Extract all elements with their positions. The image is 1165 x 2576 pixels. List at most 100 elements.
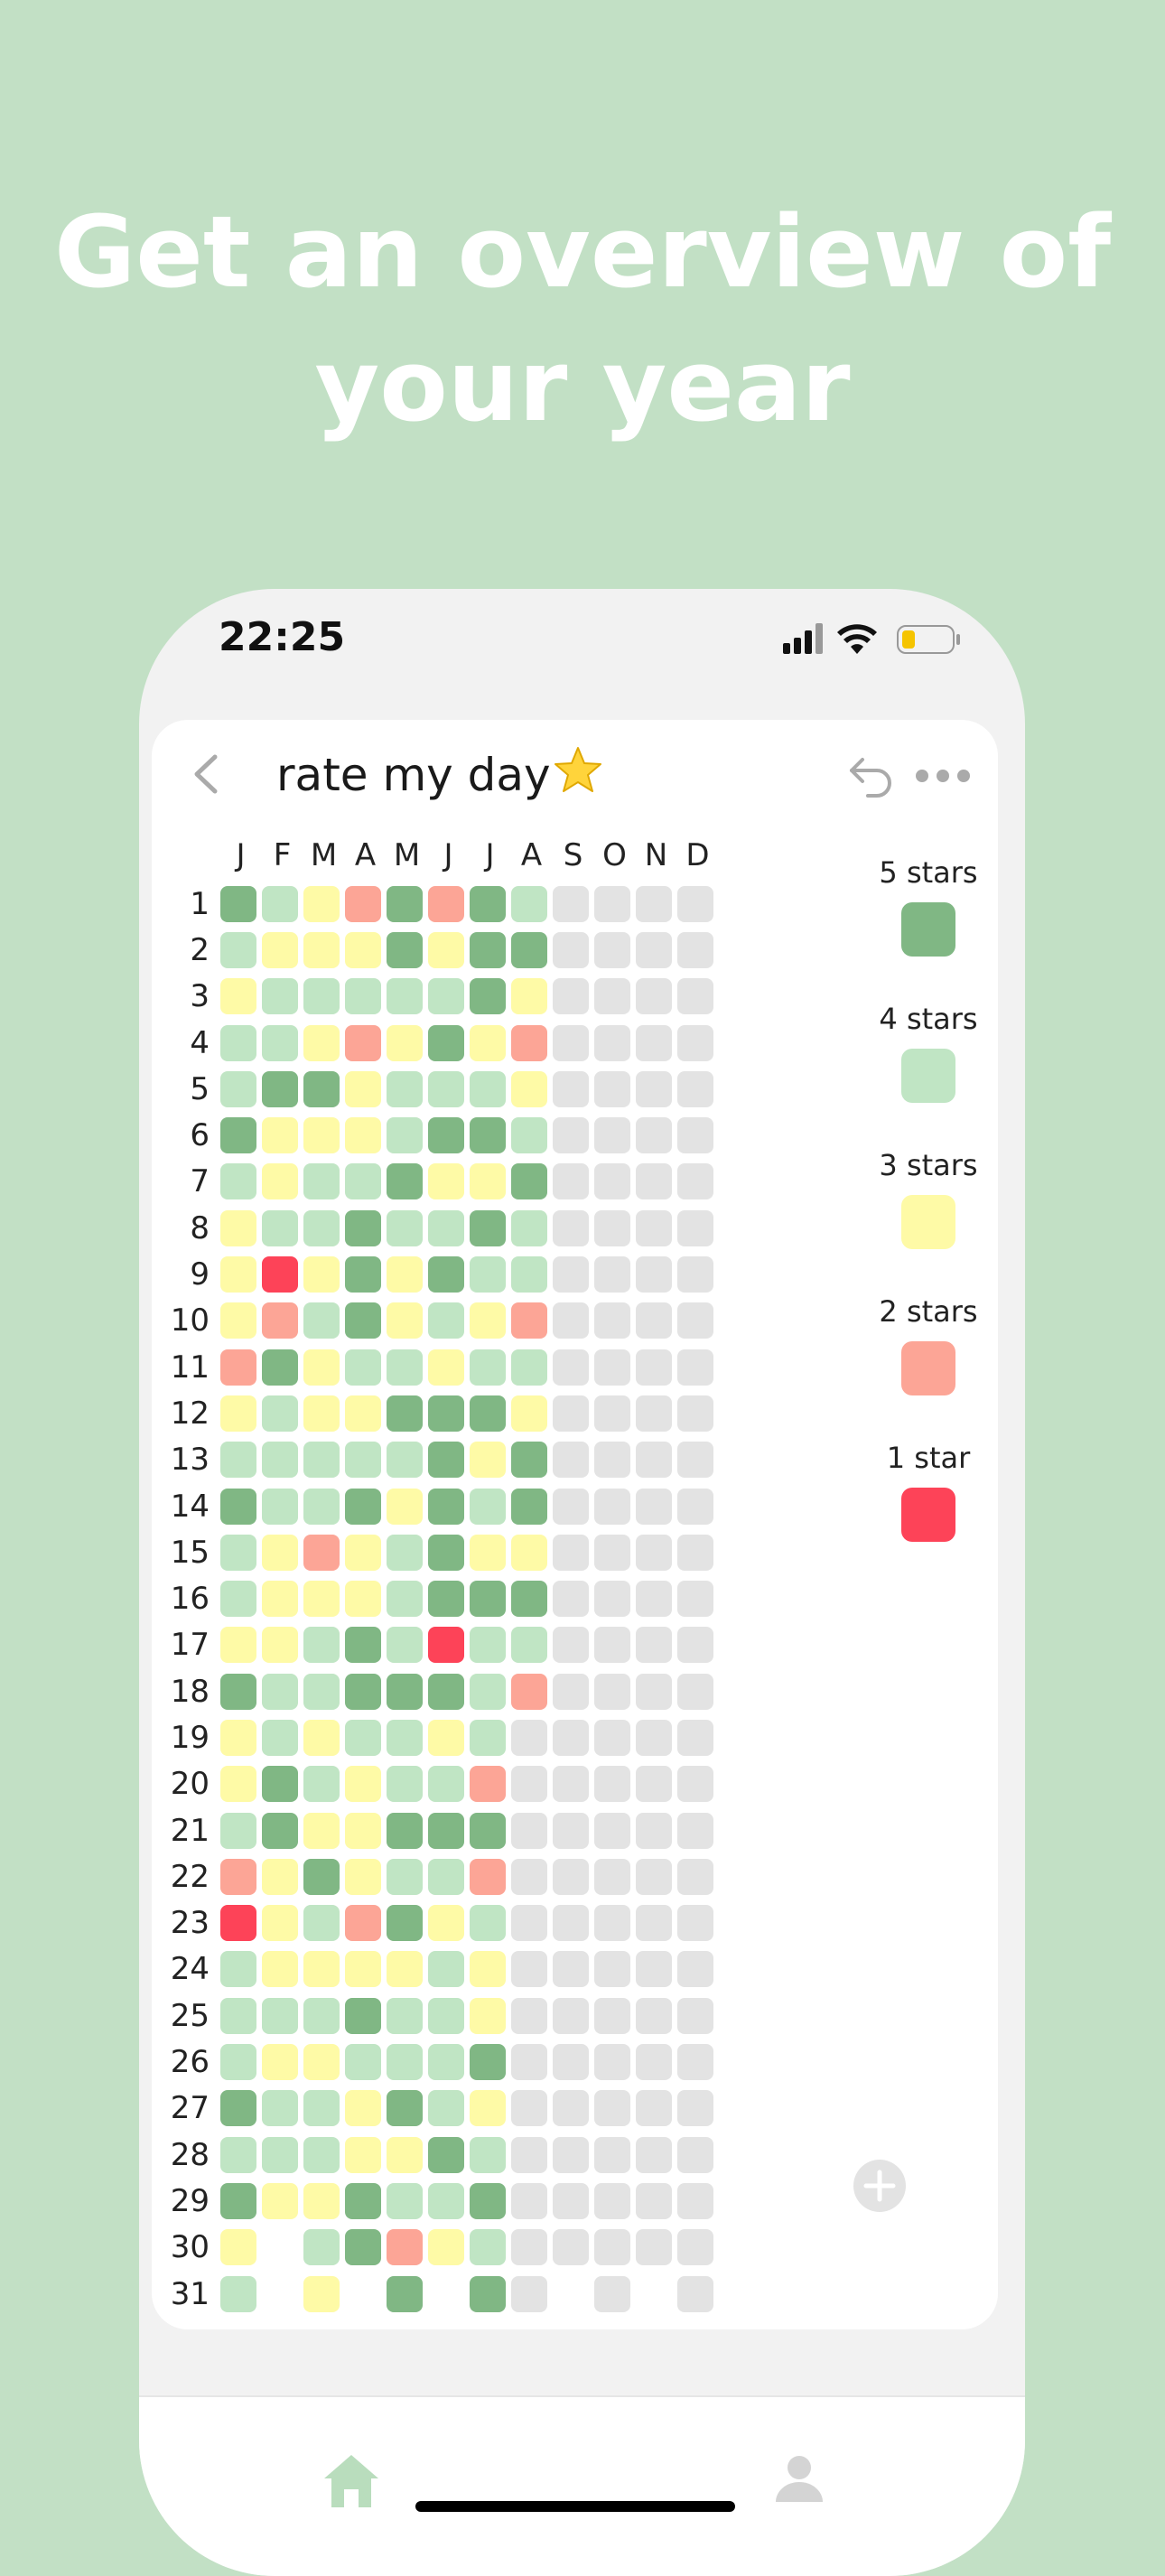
day-cell[interactable] [387, 1951, 423, 1988]
day-cell[interactable] [594, 1766, 630, 1803]
day-cell[interactable] [470, 1858, 506, 1895]
day-cell[interactable] [594, 1163, 630, 1200]
day-cell[interactable] [262, 1858, 298, 1895]
day-cell[interactable] [345, 1442, 381, 1479]
tab-profile[interactable] [774, 2453, 825, 2507]
day-cell[interactable] [387, 1395, 423, 1432]
day-cell[interactable] [511, 2275, 547, 2312]
day-cell[interactable] [636, 1858, 672, 1895]
day-cell[interactable] [470, 1581, 506, 1618]
day-cell[interactable] [553, 1766, 589, 1803]
day-cell[interactable] [511, 2182, 547, 2219]
day-cell[interactable] [594, 1673, 630, 1710]
day-cell[interactable] [636, 885, 672, 922]
day-cell[interactable] [220, 2090, 256, 2127]
day-cell[interactable] [345, 2090, 381, 2127]
day-cell[interactable] [677, 1302, 713, 1339]
day-cell[interactable] [220, 1997, 256, 2034]
day-cell[interactable] [470, 1024, 506, 1061]
day-cell[interactable] [677, 1627, 713, 1664]
day-cell[interactable] [262, 1905, 298, 1942]
day-cell[interactable] [677, 1070, 713, 1107]
day-cell[interactable] [303, 1349, 340, 1386]
day-cell[interactable] [220, 1442, 256, 1479]
day-cell[interactable] [303, 1117, 340, 1154]
day-cell[interactable] [303, 1442, 340, 1479]
day-cell[interactable] [677, 1024, 713, 1061]
day-cell[interactable] [262, 1024, 298, 1061]
day-cell[interactable] [594, 1581, 630, 1618]
day-cell[interactable] [303, 1070, 340, 1107]
day-cell[interactable] [428, 978, 464, 1015]
day-cell[interactable] [428, 1163, 464, 1200]
day-cell[interactable] [594, 931, 630, 968]
day-cell[interactable] [511, 1302, 547, 1339]
day-cell[interactable] [636, 1442, 672, 1479]
day-cell[interactable] [428, 1442, 464, 1479]
day-cell[interactable] [677, 1997, 713, 2034]
day-cell[interactable] [387, 1070, 423, 1107]
day-cell[interactable] [387, 1581, 423, 1618]
day-cell[interactable] [345, 885, 381, 922]
day-cell[interactable] [345, 1395, 381, 1432]
day-cell[interactable] [345, 2229, 381, 2266]
day-cell[interactable] [594, 1488, 630, 1525]
day-cell[interactable] [220, 1302, 256, 1339]
day-cell[interactable] [594, 2136, 630, 2173]
day-cell[interactable] [428, 2182, 464, 2219]
day-cell[interactable] [677, 1858, 713, 1895]
day-cell[interactable] [636, 1209, 672, 1246]
day-cell[interactable] [677, 1812, 713, 1849]
day-cell[interactable] [553, 1951, 589, 1988]
day-cell[interactable] [594, 1209, 630, 1246]
day-cell[interactable] [387, 978, 423, 1015]
day-cell[interactable] [553, 1442, 589, 1479]
day-cell[interactable] [511, 2136, 547, 2173]
day-cell[interactable] [511, 1349, 547, 1386]
day-cell[interactable] [470, 1256, 506, 1293]
day-cell[interactable] [220, 1719, 256, 1756]
day-cell[interactable] [220, 1349, 256, 1386]
day-cell[interactable] [387, 2090, 423, 2127]
day-cell[interactable] [511, 2090, 547, 2127]
day-cell[interactable] [303, 978, 340, 1015]
add-rating-button[interactable] [852, 2158, 908, 2217]
day-cell[interactable] [470, 1951, 506, 1988]
day-cell[interactable] [387, 1812, 423, 1849]
day-cell[interactable] [387, 1024, 423, 1061]
day-cell[interactable] [470, 2275, 506, 2312]
day-cell[interactable] [677, 1719, 713, 1756]
day-cell[interactable] [262, 1719, 298, 1756]
legend-item[interactable]: 4 stars [865, 1002, 992, 1106]
day-cell[interactable] [428, 1581, 464, 1618]
day-cell[interactable] [553, 2090, 589, 2127]
day-cell[interactable] [636, 1256, 672, 1293]
day-cell[interactable] [262, 2044, 298, 2081]
day-cell[interactable] [636, 2182, 672, 2219]
day-cell[interactable] [262, 1534, 298, 1571]
day-cell[interactable] [553, 1163, 589, 1200]
day-cell[interactable] [345, 1951, 381, 1988]
legend-item[interactable]: 5 stars [865, 855, 992, 960]
day-cell[interactable] [594, 1349, 630, 1386]
day-cell[interactable] [428, 1719, 464, 1756]
day-cell[interactable] [553, 1488, 589, 1525]
day-cell[interactable] [428, 1627, 464, 1664]
day-cell[interactable] [262, 2182, 298, 2219]
day-cell[interactable] [511, 1117, 547, 1154]
day-cell[interactable] [262, 1117, 298, 1154]
day-cell[interactable] [553, 978, 589, 1015]
day-cell[interactable] [636, 1997, 672, 2034]
day-cell[interactable] [636, 1349, 672, 1386]
day-cell[interactable] [303, 1766, 340, 1803]
day-cell[interactable] [262, 1256, 298, 1293]
day-cell[interactable] [594, 1070, 630, 1107]
day-cell[interactable] [470, 2136, 506, 2173]
day-cell[interactable] [511, 1256, 547, 1293]
day-cell[interactable] [345, 2136, 381, 2173]
day-cell[interactable] [303, 1302, 340, 1339]
day-cell[interactable] [220, 2136, 256, 2173]
day-cell[interactable] [345, 1256, 381, 1293]
day-cell[interactable] [428, 1349, 464, 1386]
day-cell[interactable] [345, 1302, 381, 1339]
